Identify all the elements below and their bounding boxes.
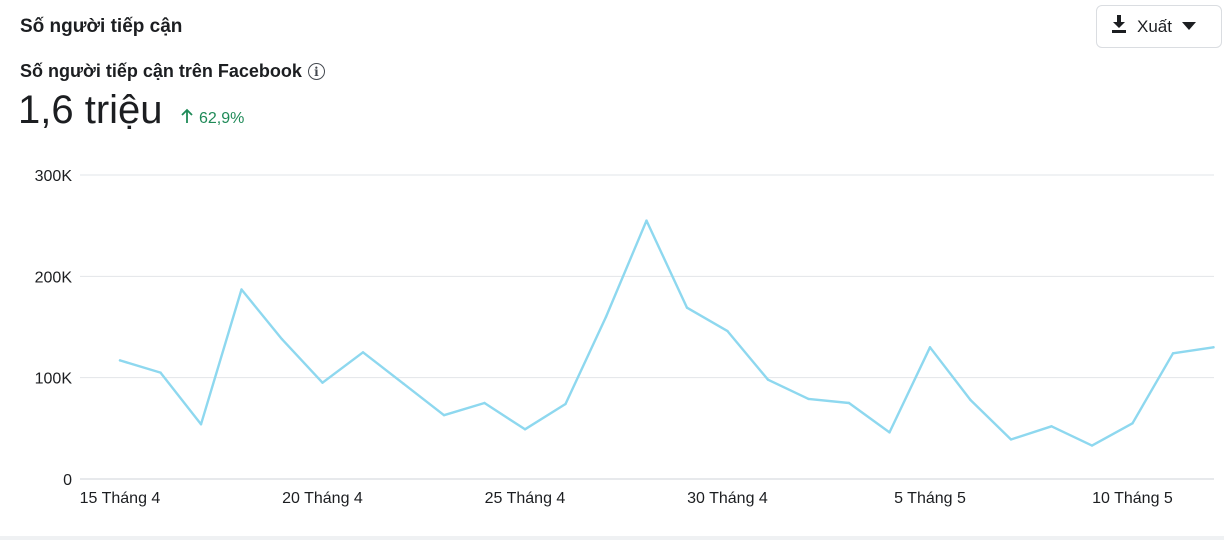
data-point — [280, 337, 284, 341]
x-tick-label: 5 Tháng 5 — [894, 490, 966, 507]
export-button[interactable]: Xuất — [1096, 5, 1222, 48]
data-point — [199, 423, 203, 426]
x-tick-label: 20 Tháng 4 — [282, 490, 363, 507]
change-value: 62,9% — [199, 109, 245, 127]
data-point — [1131, 422, 1134, 425]
data-point — [1050, 425, 1053, 428]
data-point — [483, 401, 486, 405]
data-point — [766, 378, 770, 381]
data-point — [442, 413, 446, 417]
data-point — [604, 315, 608, 319]
data-point — [159, 371, 162, 374]
download-icon — [1111, 14, 1127, 39]
data-point — [361, 351, 365, 354]
section-title: Số người tiếp cận — [20, 16, 183, 37]
data-point — [726, 329, 729, 333]
x-tick-label: 25 Tháng 4 — [485, 490, 566, 507]
data-point — [118, 359, 122, 362]
export-label: Xuất — [1137, 16, 1172, 36]
data-point — [1212, 346, 1215, 349]
metric-title: Số người tiếp cận trên Facebook — [20, 61, 302, 81]
data-point — [1009, 438, 1013, 441]
y-tick-label: 100K — [35, 371, 73, 388]
data-point — [645, 219, 648, 222]
y-tick-label: 300K — [35, 168, 73, 185]
data-point — [888, 431, 891, 434]
data-point — [321, 381, 324, 384]
data-point — [1090, 444, 1094, 447]
data-point — [928, 346, 932, 349]
data-point — [685, 306, 689, 309]
x-tick-label: 10 Tháng 5 — [1092, 490, 1173, 507]
data-point — [240, 288, 243, 291]
bottom-divider — [0, 536, 1224, 540]
series-line — [118, 219, 1215, 447]
data-point — [1171, 352, 1175, 355]
data-point — [564, 402, 567, 406]
change-indicator: 62,9% — [181, 108, 244, 129]
data-point — [969, 398, 972, 402]
data-point — [402, 382, 405, 385]
y-tick-label: 0 — [63, 472, 72, 489]
info-icon[interactable]: i — [307, 63, 325, 80]
data-point — [523, 428, 527, 431]
y-tick-label: 200K — [35, 269, 73, 286]
x-tick-label: 15 Tháng 4 — [80, 490, 161, 507]
metric-title-row: Số người tiếp cận trên Facebook i — [20, 61, 325, 82]
data-point — [847, 401, 851, 405]
data-point — [807, 397, 810, 401]
caret-down-icon — [1181, 18, 1196, 36]
x-tick-label: 30 Tháng 4 — [687, 490, 768, 507]
arrow-up-icon — [181, 108, 193, 129]
metric-value: 1,6 triệu — [18, 88, 163, 132]
